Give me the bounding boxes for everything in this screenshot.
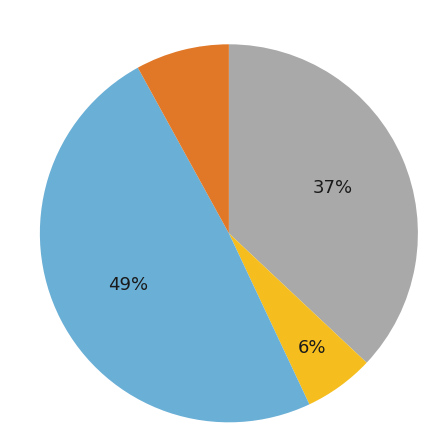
Wedge shape xyxy=(138,44,229,233)
Wedge shape xyxy=(40,68,309,422)
Wedge shape xyxy=(229,233,367,404)
Text: 49%: 49% xyxy=(108,276,148,294)
Wedge shape xyxy=(229,44,418,363)
Text: 6%: 6% xyxy=(298,339,326,357)
Text: 37%: 37% xyxy=(313,179,353,197)
